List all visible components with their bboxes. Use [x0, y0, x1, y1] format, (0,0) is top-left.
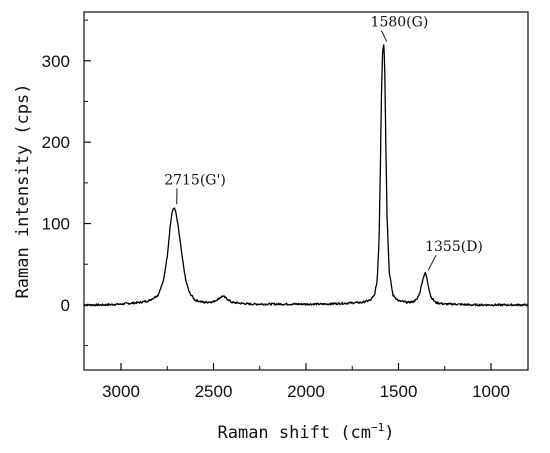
y-tick-label-1: 100	[42, 215, 70, 234]
y-tick-label-3: 300	[42, 52, 70, 71]
annotation-label-1: 1580(G)	[371, 15, 429, 31]
spectrum-line	[83, 44, 529, 307]
x-axis-label: Raman shift (cm−1)	[217, 421, 394, 443]
x-tick-label-0: 3000	[102, 382, 140, 401]
annotation-label-0: 2715(G')	[164, 172, 226, 188]
plot-frame	[83, 11, 529, 371]
x-tick-label-2: 2000	[287, 382, 325, 401]
x-tick-label-4: 1000	[472, 382, 510, 401]
x-axis-label-main: Raman shift (cm	[217, 423, 371, 443]
peak-annotations: 2715(G') 1580(G) 1355(D)	[164, 15, 483, 271]
y-axis-label: Raman intensity (cps)	[13, 84, 33, 299]
x-tick-label-3: 1500	[380, 382, 418, 401]
annotation-leader-2	[427, 254, 437, 271]
annotation-leader-1	[380, 30, 388, 42]
y-tick-label-0: 0	[61, 296, 70, 315]
y-tick-label-2: 200	[42, 133, 70, 152]
axis-ticks	[84, 19, 492, 370]
x-axis-label-superscript: −1	[371, 421, 384, 434]
x-axis-label-close: )	[384, 423, 394, 443]
tick-labels: 3000 2500 2000 1500 1000 0 100 200 300	[42, 52, 510, 401]
x-tick-label-1: 2500	[195, 382, 233, 401]
annotation-label-2: 1355(D)	[425, 239, 483, 255]
